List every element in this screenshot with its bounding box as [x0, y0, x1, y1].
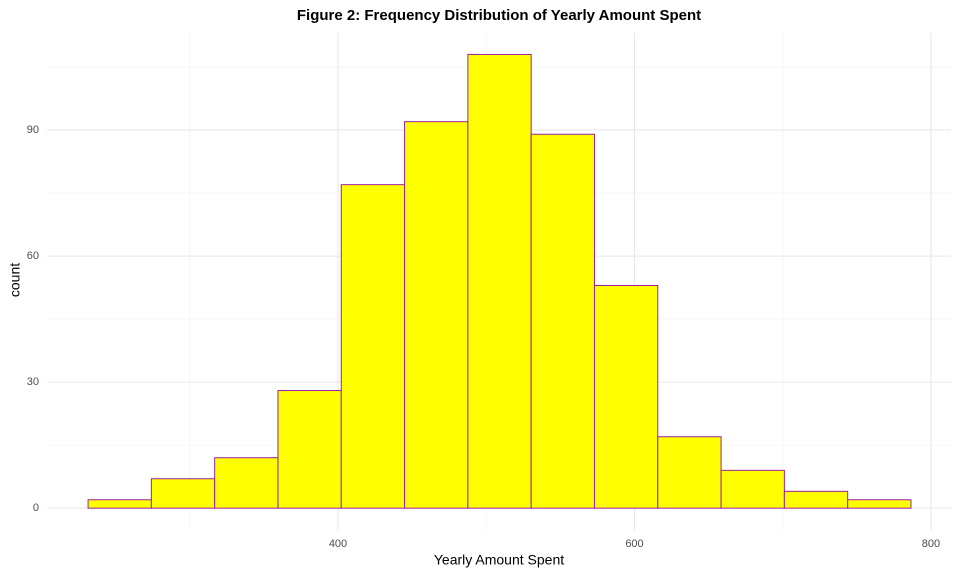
y-tick-label: 60 — [27, 250, 39, 262]
y-tick-label: 0 — [33, 502, 39, 514]
bar — [404, 121, 469, 509]
bar — [593, 284, 659, 509]
bar — [720, 469, 785, 509]
y-axis-label: count — [7, 263, 23, 297]
bar — [214, 457, 279, 509]
x-tick-label: 800 — [922, 538, 940, 550]
bar — [340, 184, 406, 509]
x-tick-label: 400 — [329, 538, 347, 550]
y-tick-label: 90 — [27, 124, 39, 136]
bar — [87, 499, 152, 509]
chart-title: Figure 2: Frequency Distribution of Year… — [297, 7, 701, 24]
y-tick-label: 30 — [27, 376, 39, 388]
bar — [783, 490, 849, 509]
bar — [847, 499, 912, 509]
bar — [150, 478, 216, 509]
bar — [530, 133, 595, 509]
bar — [277, 390, 342, 509]
bar — [467, 53, 532, 509]
bar — [657, 436, 722, 509]
x-axis-label: Yearly Amount Spent — [434, 552, 564, 568]
x-tick-label: 600 — [625, 538, 643, 550]
